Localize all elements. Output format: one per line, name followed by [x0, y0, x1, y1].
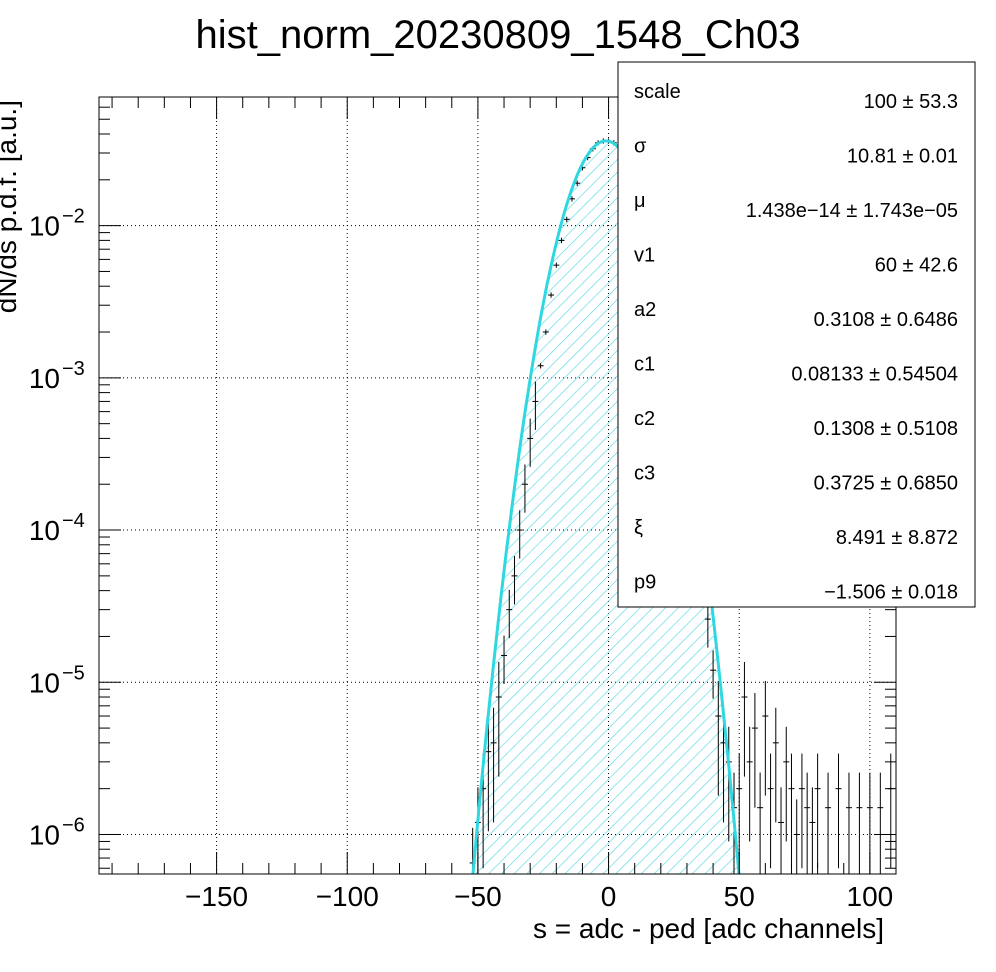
data-point	[835, 753, 842, 869]
y-tick-label: 10 −6	[29, 814, 85, 850]
y-tick-label: 10 −5	[29, 662, 85, 698]
stats-param-name: μ	[634, 190, 646, 212]
data-point	[856, 772, 863, 874]
stats-param-value: 10.81 ± 0.01	[847, 146, 958, 168]
data-point	[762, 680, 769, 796]
data-point	[741, 661, 748, 777]
data-point	[887, 753, 894, 869]
y-tick-label-exponent: −3	[62, 358, 85, 380]
data-points	[469, 138, 894, 874]
data-point	[767, 753, 774, 869]
data-point	[485, 716, 492, 832]
y-tick-label-base: 10	[29, 363, 60, 394]
stats-param-value: 100 ± 53.3	[864, 91, 958, 113]
y-tick-label-base: 10	[29, 515, 60, 546]
stats-box: scale 100 ± 53.3 σ 10.81 ± 0.01 μ 1.438e−14 ±…	[617, 61, 976, 608]
data-point	[511, 556, 518, 605]
stats-param-name: c2	[634, 408, 655, 430]
stats-param-value: 0.08133 ± 0.54504	[791, 364, 958, 386]
data-point	[751, 693, 758, 808]
data-point	[788, 753, 795, 869]
data-point	[527, 418, 534, 467]
data-point	[736, 753, 743, 869]
y-tick-label-base: 10	[29, 667, 60, 698]
fit-fill	[472, 141, 740, 874]
x-axis-label: s = adc - ped [adc channels]	[533, 913, 884, 944]
stats-param-name: scale	[634, 81, 681, 103]
stats-param-name: a2	[634, 299, 656, 321]
y-tick-label-exponent: −6	[62, 814, 85, 836]
y-tick-label: 10 −2	[29, 206, 85, 242]
data-point	[548, 292, 555, 298]
data-point	[809, 787, 816, 874]
x-tick-label: −150	[185, 881, 248, 912]
y-tick-label-base: 10	[29, 819, 60, 850]
data-point	[710, 650, 717, 699]
stats-param-name: c3	[634, 463, 655, 485]
data-point	[825, 772, 832, 874]
stats-param-name: c1	[634, 354, 655, 376]
x-tick-label: 100	[847, 881, 894, 912]
stats-param-value: 8.491 ± 8.872	[836, 527, 958, 549]
x-tick-label: −100	[316, 881, 379, 912]
stats-param-name: σ	[634, 136, 647, 158]
stats-param-value: 1.438e−14 ± 1.743e−05	[746, 200, 958, 222]
data-point	[772, 707, 779, 823]
fit-area	[472, 141, 740, 874]
data-point	[845, 772, 852, 874]
data-point	[537, 363, 544, 369]
data-point	[814, 753, 821, 869]
stats-param-value: 60 ± 42.6	[875, 255, 958, 277]
data-point	[490, 707, 497, 823]
stats-param-value: 0.3725 ± 0.6850	[814, 473, 958, 495]
y-tick-labels: 10−210−310−410−510−6	[29, 206, 85, 851]
stats-param-name: p9	[634, 572, 656, 594]
y-tick-label-base: 10	[29, 211, 60, 242]
data-point	[757, 772, 764, 874]
y-axis-label: dN/ds p.d.f. [a.u.]	[0, 100, 22, 313]
y-tick-label-exponent: −4	[62, 510, 85, 532]
data-point	[516, 510, 523, 559]
data-point	[798, 753, 805, 869]
data-point	[532, 381, 539, 430]
data-point	[558, 237, 565, 244]
x-tick-labels: −150 −100 −50 0 50 100	[185, 881, 893, 912]
stats-box-frame	[617, 61, 976, 608]
data-point	[506, 589, 513, 639]
stats-param-name: ξ	[634, 517, 643, 539]
x-tick-label: 50	[724, 881, 755, 912]
data-point	[783, 726, 790, 842]
data-point	[778, 787, 785, 874]
stats-param-name: v1	[634, 245, 655, 267]
x-tick-label: 0	[601, 881, 617, 912]
x-tick-label: −50	[454, 881, 502, 912]
chart-title: hist_norm_20230809_1548_Ch03	[196, 13, 801, 57]
data-point	[877, 772, 884, 874]
data-point	[495, 661, 502, 777]
data-point	[793, 799, 800, 874]
data-point	[804, 772, 811, 874]
y-tick-label-exponent: −2	[62, 206, 85, 228]
stats-param-value: 0.3108 ± 0.6486	[814, 309, 958, 331]
data-point	[501, 635, 508, 684]
stats-param-value: −1.506 ± 0.018	[824, 582, 958, 604]
data-point	[715, 680, 722, 796]
data-point	[553, 262, 560, 268]
data-point	[746, 726, 753, 842]
y-tick-label: 10 −3	[29, 358, 85, 394]
y-tick-label: 10 −4	[29, 510, 85, 546]
data-point	[521, 464, 528, 513]
y-tick-label-exponent: −5	[62, 662, 85, 684]
data-point	[542, 329, 549, 335]
stats-param-value: 0.1308 ± 0.5108	[814, 418, 958, 440]
data-point	[563, 216, 570, 223]
